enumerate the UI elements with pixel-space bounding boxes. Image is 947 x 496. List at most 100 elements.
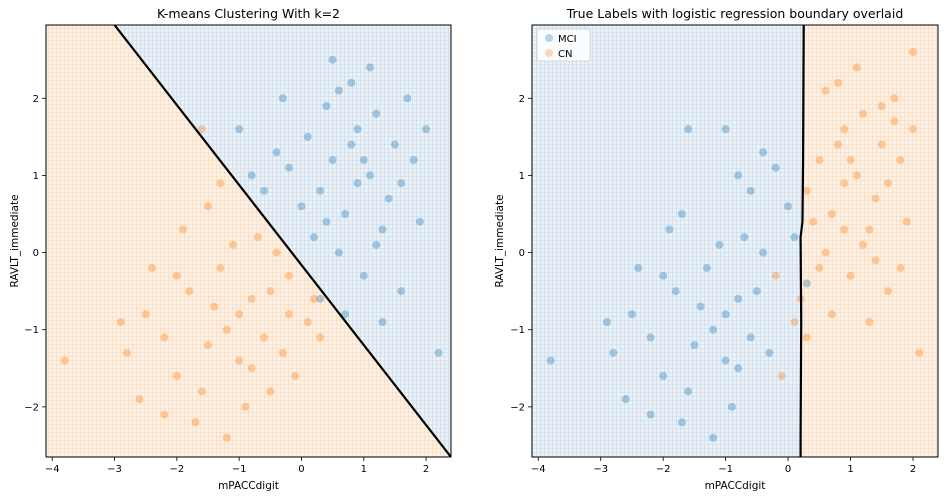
data-point-series-1 <box>771 271 780 280</box>
x-axis-label: mPACCdigit <box>705 480 766 492</box>
data-point-series-1 <box>821 248 830 257</box>
x-tick-label: −1 <box>718 464 733 475</box>
data-point-series-1 <box>834 78 843 87</box>
data-point-series-0 <box>372 240 381 249</box>
data-point-series-1 <box>859 109 868 118</box>
data-point-series-0 <box>546 356 555 365</box>
data-point-series-0 <box>415 217 424 226</box>
data-point-series-0 <box>746 186 755 195</box>
data-point-series-1 <box>865 225 874 234</box>
y-tick-label: 2 <box>33 94 39 105</box>
x-tick-label: −4 <box>531 464 546 475</box>
data-point-series-0 <box>372 109 381 118</box>
data-point-series-1 <box>197 387 206 396</box>
x-tick-label: 2 <box>423 464 429 475</box>
data-point-series-0 <box>634 264 643 272</box>
data-point-series-0 <box>671 287 680 296</box>
decision-region-cluster-2 <box>46 25 451 457</box>
data-point-series-0 <box>759 148 768 157</box>
data-point-series-0 <box>621 395 630 404</box>
data-point-series-0 <box>709 433 718 442</box>
data-point-series-0 <box>316 294 325 303</box>
data-point-series-1 <box>809 217 818 226</box>
data-point-series-0 <box>341 310 350 319</box>
data-point-series-1 <box>303 318 312 326</box>
y-tick-label: 0 <box>33 248 39 259</box>
data-point-series-0 <box>347 140 356 149</box>
legend: MCI CN <box>536 28 591 62</box>
legend-box <box>536 28 591 62</box>
decision-region-cn <box>800 25 938 457</box>
data-point-series-1 <box>204 341 212 350</box>
data-point-series-1 <box>266 387 275 396</box>
data-point-series-0 <box>235 125 244 134</box>
y-tick-label: −2 <box>510 402 525 413</box>
data-point-series-0 <box>397 179 406 188</box>
y-tick-label: −1 <box>510 325 525 336</box>
data-point-series-1 <box>197 125 206 134</box>
data-point-series-0 <box>359 271 368 280</box>
data-point-series-1 <box>821 86 830 95</box>
data-point-series-1 <box>871 194 880 203</box>
data-point-series-0 <box>366 63 374 72</box>
decision-boundary-line <box>799 25 805 457</box>
data-point-series-0 <box>384 194 393 203</box>
data-point-series-0 <box>659 271 668 280</box>
data-point-series-1 <box>241 402 250 411</box>
data-point-series-1 <box>802 333 811 342</box>
data-point-series-1 <box>266 287 275 296</box>
data-point-series-1 <box>247 294 256 303</box>
data-point-series-1 <box>141 310 150 319</box>
data-point-series-1 <box>827 310 836 319</box>
data-point-series-1 <box>840 125 849 134</box>
data-point-series-0 <box>721 125 730 134</box>
data-point-series-0 <box>278 94 287 103</box>
data-point-series-1 <box>222 433 231 442</box>
data-point-series-0 <box>759 248 768 257</box>
x-tick-label: −4 <box>45 464 60 475</box>
data-point-series-0 <box>684 387 693 396</box>
data-point-series-1 <box>896 264 905 272</box>
y-axis-label: RAVLT_immediate <box>494 194 506 287</box>
data-point-series-1 <box>790 318 799 326</box>
data-point-series-1 <box>172 271 181 280</box>
x-tick-label: 1 <box>361 464 367 475</box>
data-point-series-0 <box>272 148 281 157</box>
x-tick-label: −2 <box>656 464 671 475</box>
data-point-series-1 <box>852 63 861 72</box>
data-point-series-0 <box>677 418 686 427</box>
data-point-series-0 <box>260 186 269 195</box>
data-point-series-1 <box>228 240 237 249</box>
chart-panel-logistic: True Labels with logistic regression bou… <box>494 6 939 492</box>
data-point-series-1 <box>123 348 131 357</box>
data-point-series-1 <box>865 318 874 326</box>
data-point-series-0 <box>328 156 337 164</box>
data-point-series-1 <box>871 256 880 265</box>
y-tick-label: −2 <box>24 402 39 413</box>
legend-marker-mci <box>545 34 553 42</box>
data-point-series-1 <box>316 333 325 342</box>
data-point-series-0 <box>378 225 387 234</box>
data-point-series-1 <box>147 264 156 272</box>
data-point-series-0 <box>802 279 811 288</box>
data-point-series-1 <box>260 333 269 342</box>
x-tick-label: −3 <box>107 464 122 475</box>
data-point-series-1 <box>815 156 824 164</box>
data-point-series-1 <box>852 171 861 180</box>
data-point-series-0 <box>784 202 793 211</box>
data-point-series-1 <box>291 372 300 380</box>
data-point-series-0 <box>247 171 256 180</box>
data-point-series-0 <box>341 210 350 218</box>
data-point-series-1 <box>216 264 225 272</box>
data-point-series-0 <box>334 248 343 257</box>
legend-label-mci: MCI <box>558 34 577 45</box>
data-point-series-0 <box>322 217 331 226</box>
plot-frame <box>531 24 939 458</box>
data-point-series-0 <box>353 125 362 134</box>
data-point-series-0 <box>334 86 343 95</box>
data-point-series-0 <box>721 356 730 365</box>
data-point-series-1 <box>235 310 244 319</box>
data-point-series-0 <box>734 171 743 180</box>
data-point-series-0 <box>390 140 399 149</box>
data-point-series-0 <box>734 364 743 373</box>
